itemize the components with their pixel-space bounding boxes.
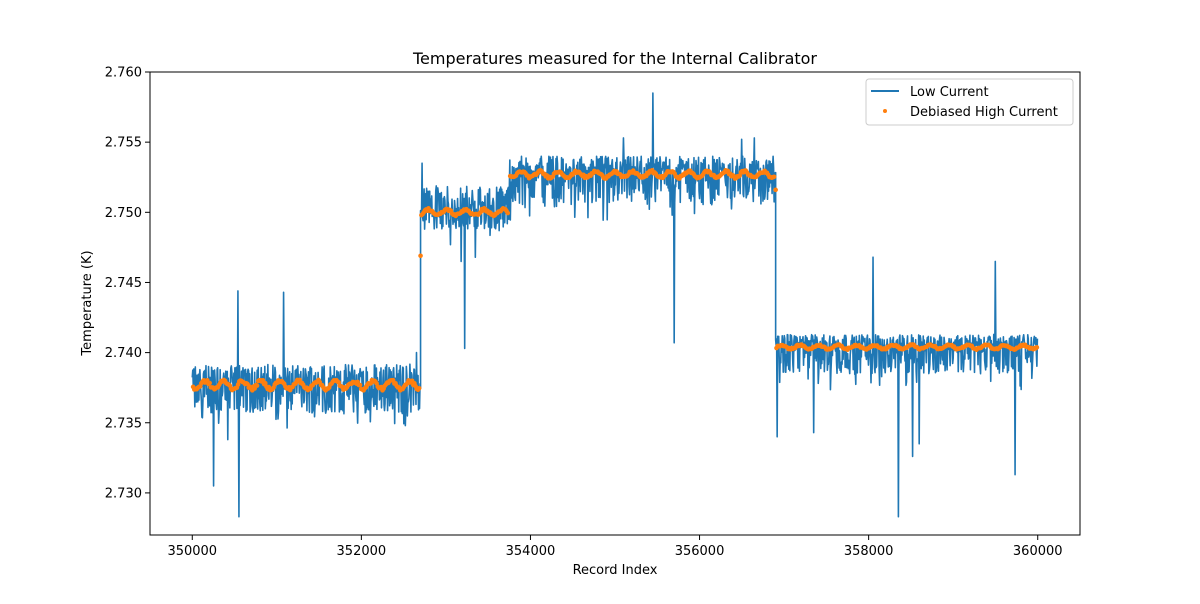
x-tick-label: 358000 bbox=[844, 544, 894, 559]
y-axis-label: Temperature (K) bbox=[80, 250, 95, 356]
data-point bbox=[207, 380, 212, 386]
x-tick-label: 356000 bbox=[675, 544, 725, 559]
y-tick-label: 2.760 bbox=[105, 66, 142, 81]
x-tick-label: 352000 bbox=[337, 544, 387, 559]
legend-debiased-high-current-swatch bbox=[883, 109, 887, 113]
data-point bbox=[1034, 345, 1040, 350]
plot-frame bbox=[149, 71, 1081, 536]
y-tick-label: 2.730 bbox=[105, 486, 142, 501]
data-point bbox=[505, 210, 511, 216]
y-tick-label: 2.750 bbox=[105, 206, 142, 221]
y-tick-label: 2.755 bbox=[105, 136, 142, 151]
legend-box bbox=[865, 78, 1074, 126]
legend: Low Current Debiased High Current bbox=[865, 78, 1074, 126]
chart-title: Temperatures measured for the Internal C… bbox=[412, 49, 817, 68]
legend-low-current-label: Low Current bbox=[910, 85, 989, 100]
x-tick-label: 360000 bbox=[1013, 544, 1063, 559]
y-tick-label: 2.745 bbox=[105, 276, 142, 291]
data-point bbox=[263, 380, 268, 386]
data-point bbox=[254, 383, 260, 388]
x-tick-label: 354000 bbox=[506, 544, 556, 559]
x-axis-label: Record Index bbox=[573, 563, 658, 578]
data-point-outlier bbox=[418, 253, 423, 259]
data-point bbox=[357, 382, 363, 388]
data-point bbox=[416, 386, 422, 391]
series-debiased-high-current bbox=[190, 167, 1040, 393]
data-point-outlier bbox=[773, 187, 778, 193]
x-tick-label: 350000 bbox=[167, 544, 217, 559]
plot-series bbox=[190, 92, 1040, 518]
y-tick-label: 2.735 bbox=[105, 416, 142, 431]
x-axis-ticks: 350000 352000 354000 356000 358000 360000 bbox=[167, 535, 1063, 559]
y-axis-ticks: 2.730 2.735 2.740 2.745 2.750 2.755 2.760 bbox=[105, 66, 150, 501]
legend-debiased-high-current-label: Debiased High Current bbox=[910, 105, 1058, 120]
data-point bbox=[771, 174, 777, 180]
y-tick-label: 2.740 bbox=[105, 346, 142, 361]
